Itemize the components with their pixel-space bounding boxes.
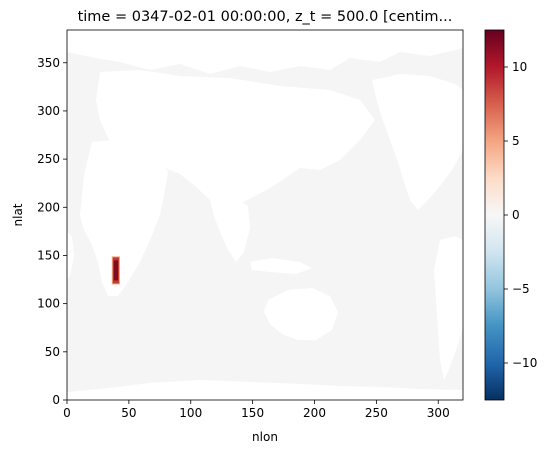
y-tick-label: 250 bbox=[37, 152, 60, 166]
y-tick-label: 100 bbox=[37, 297, 60, 311]
land-west-edge bbox=[67, 232, 74, 280]
x-tick-label: 150 bbox=[241, 406, 264, 420]
colorbar-tick-label: 10 bbox=[512, 60, 527, 74]
colorbar-tick-label: 0 bbox=[512, 208, 520, 222]
y-axis-label: nlat bbox=[11, 203, 25, 226]
colorbar-tick-label: 5 bbox=[512, 134, 520, 148]
land-australia bbox=[264, 288, 338, 340]
land-africa bbox=[80, 140, 168, 296]
anomaly-patch bbox=[111, 256, 120, 285]
y-tick-label: 150 bbox=[37, 248, 60, 262]
chart-title: time = 0347-02-01 00:00:00, z_t = 500.0 … bbox=[78, 9, 453, 25]
x-axis-label: nlon bbox=[252, 430, 278, 444]
y-tick-label: 50 bbox=[45, 345, 60, 359]
x-tick-label: 50 bbox=[121, 406, 136, 420]
x-tick-label: 100 bbox=[179, 406, 202, 420]
y-tick-label: 0 bbox=[52, 393, 60, 407]
x-tick-label: 250 bbox=[365, 406, 388, 420]
land-islands bbox=[250, 258, 312, 274]
x-axis-ticks: 0 50 100 150 200 250 300 bbox=[63, 400, 450, 420]
anomaly-core bbox=[113, 260, 118, 281]
x-tick-label: 300 bbox=[427, 406, 450, 420]
land-mask bbox=[67, 30, 463, 400]
y-tick-label: 350 bbox=[37, 56, 60, 70]
colorbar-tick-label: −10 bbox=[512, 356, 537, 370]
plot-frame bbox=[66, 29, 464, 401]
land-antarctica bbox=[67, 380, 463, 400]
land-eurasia bbox=[96, 70, 375, 214]
land-north-america bbox=[372, 74, 463, 210]
colorbar-tick-label: −5 bbox=[512, 282, 530, 296]
land-south-america bbox=[434, 236, 463, 380]
y-axis-ticks: 0 50 100 150 200 250 300 350 bbox=[37, 56, 67, 407]
x-tick-label: 0 bbox=[63, 406, 71, 420]
land-india bbox=[210, 196, 250, 262]
colorbar-ticks: −10 −5 0 5 10 bbox=[504, 60, 537, 370]
land-arctic bbox=[67, 30, 463, 74]
y-tick-label: 300 bbox=[37, 104, 60, 118]
y-tick-label: 200 bbox=[37, 200, 60, 214]
x-tick-label: 200 bbox=[303, 406, 326, 420]
plot-area bbox=[67, 30, 463, 400]
colorbar bbox=[484, 29, 505, 401]
